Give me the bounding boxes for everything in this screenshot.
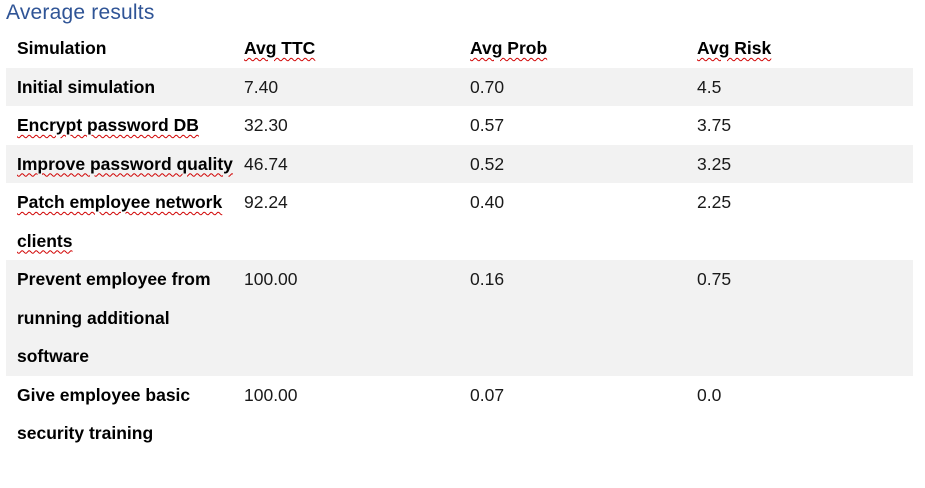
- cell-avg-risk: 2.25: [697, 192, 732, 212]
- cell-avg-risk: 0.75: [686, 260, 913, 376]
- column-header-avg-risk: Avg Risk: [686, 29, 913, 68]
- section-heading: Average results: [6, 1, 155, 24]
- cell-avg-ttc: 100.00: [233, 260, 459, 376]
- cell-simulation: Give employee basic security training: [17, 384, 191, 444]
- cell-avg-risk: 3.25: [686, 144, 913, 183]
- column-header-label: Avg Prob: [470, 38, 548, 58]
- table-row: Prevent employee from running additional…: [6, 260, 913, 376]
- cell-avg-ttc: 100.00: [244, 384, 298, 405]
- column-header-label: Avg Risk: [697, 38, 772, 58]
- cell-avg-risk: 4.5: [686, 67, 913, 106]
- cell-avg-prob: 0.52: [459, 144, 686, 183]
- cell-simulation: Encrypt password DB: [6, 106, 233, 145]
- cell-simulation-text: Improve password quality: [17, 153, 233, 174]
- cell-avg-risk: 0.0: [697, 384, 722, 405]
- cell-avg-ttc: 7.40: [233, 67, 459, 106]
- table-header-row: Simulation Avg TTC Avg Prob Avg Risk: [6, 29, 913, 68]
- column-header-avg-ttc: Avg TTC: [233, 29, 459, 68]
- table-row: Patch employee network clients 92.24 0.4…: [6, 183, 913, 260]
- table-row: Encrypt password DB 32.30 0.57 3.75: [6, 106, 913, 145]
- cell-avg-ttc: 92.24: [244, 192, 288, 212]
- cell-simulation-text: Patch employee network clients: [17, 192, 223, 251]
- cell-avg-prob: 0.40: [470, 192, 505, 212]
- column-header-simulation: Simulation: [17, 38, 107, 58]
- table-row: Improve password quality 46.74 0.52 3.25: [6, 144, 913, 183]
- table-row: Give employee basic security training 10…: [6, 376, 913, 453]
- cell-simulation-text: Encrypt password DB: [17, 115, 199, 135]
- cell-simulation: Initial simulation: [6, 67, 233, 106]
- cell-avg-prob: 0.57: [470, 115, 505, 135]
- table-row: Initial simulation 7.40 0.70 4.5: [6, 67, 913, 106]
- cell-avg-prob: 0.70: [459, 67, 686, 106]
- cell-avg-risk: 3.75: [697, 115, 732, 135]
- cell-simulation: Prevent employee from running additional…: [6, 260, 233, 376]
- column-header-avg-prob: Avg Prob: [459, 29, 686, 68]
- cell-avg-prob: 0.16: [459, 260, 686, 376]
- cell-avg-ttc: 46.74: [233, 144, 459, 183]
- results-table: Simulation Avg TTC Avg Prob Avg Risk Ini…: [6, 29, 913, 453]
- cell-simulation: Improve password quality: [6, 144, 233, 183]
- cell-avg-ttc: 32.30: [244, 115, 288, 135]
- column-header-label: Avg TTC: [244, 38, 316, 58]
- cell-simulation: Patch employee network clients: [6, 183, 233, 260]
- cell-avg-prob: 0.07: [470, 384, 505, 405]
